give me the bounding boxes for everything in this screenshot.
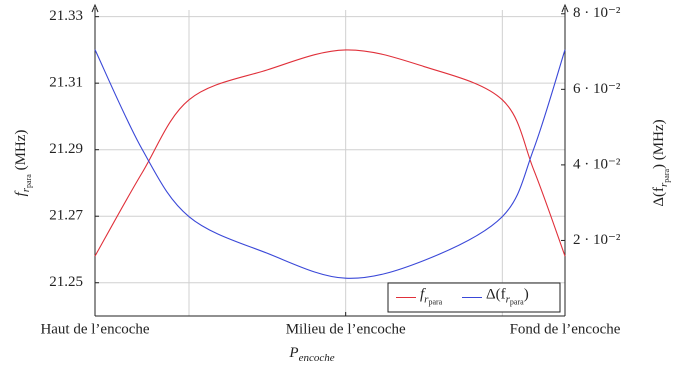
y-axis-label: frpara (MHz): [13, 130, 32, 197]
y-tick-label: 21.29: [49, 141, 83, 157]
y-axis-arrow: [91, 3, 99, 13]
label-part: f: [420, 287, 426, 303]
line: [94, 49, 566, 257]
y2-tick-label: 4 · 10⁻²: [573, 156, 621, 172]
label-part: r: [20, 187, 32, 192]
y2-tick-label: 6 · 10⁻²: [573, 81, 621, 97]
x-tick-label: Haut de l’encoche: [40, 321, 149, 337]
y2-tick-label: 2 · 10⁻²: [573, 232, 621, 248]
label-part: (MHz): [13, 130, 29, 175]
y-tick-label: 21.25: [49, 274, 83, 290]
x-tick-label: Fond de l’encoche: [510, 321, 621, 337]
legend-label: frpara: [420, 287, 443, 306]
label-part: r: [506, 293, 511, 305]
line: [94, 49, 566, 279]
label-part: P: [288, 345, 298, 361]
y-tick-label: 21.33: [49, 8, 83, 24]
label-part: encoche: [299, 352, 335, 364]
y2-axis-arrow: [561, 3, 569, 13]
label-part: para: [428, 297, 442, 306]
legend-label: Δ(frpara): [486, 287, 529, 306]
grid: [95, 10, 565, 316]
label-part: Δ(f: [651, 187, 667, 207]
y-tick-label: 21.31: [49, 75, 83, 91]
y2-tick-label: 8 · 10⁻²: [573, 5, 621, 21]
y-tick-label: 21.27: [49, 208, 83, 224]
x-axis-label: Pencoche: [288, 345, 334, 363]
x-tick-label: Milieu de l’encoche: [286, 321, 406, 337]
label-part: para: [510, 297, 524, 306]
label-part: ): [524, 287, 529, 303]
label-part: r: [424, 293, 429, 305]
label-part: ) (MHz): [651, 119, 667, 169]
label-part: para: [24, 174, 33, 188]
label-part: f: [13, 190, 29, 196]
y2-axis-label: Δ(frpara) (MHz): [651, 119, 670, 206]
label-part: Δ(f: [486, 287, 506, 303]
label-part: para: [662, 168, 671, 182]
label-part: r: [658, 182, 670, 187]
